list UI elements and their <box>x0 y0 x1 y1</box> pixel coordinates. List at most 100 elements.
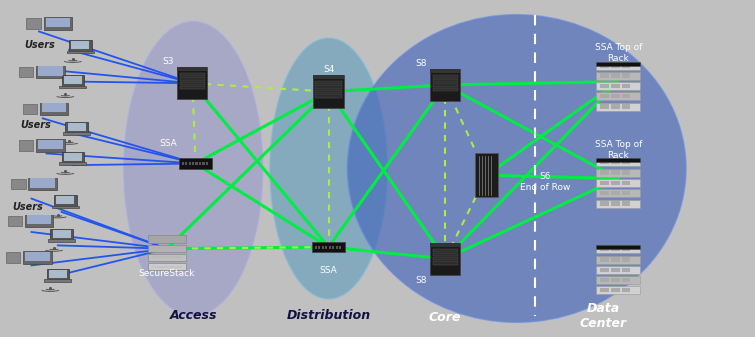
FancyBboxPatch shape <box>66 122 88 132</box>
FancyBboxPatch shape <box>621 201 630 206</box>
Text: SSA Top of
Rack: SSA Top of Rack <box>594 43 642 63</box>
FancyBboxPatch shape <box>611 201 620 206</box>
FancyBboxPatch shape <box>433 83 458 87</box>
FancyBboxPatch shape <box>621 170 630 175</box>
FancyBboxPatch shape <box>316 90 342 93</box>
FancyBboxPatch shape <box>611 63 620 67</box>
FancyBboxPatch shape <box>180 73 205 76</box>
FancyBboxPatch shape <box>44 18 72 30</box>
FancyBboxPatch shape <box>596 103 640 111</box>
FancyBboxPatch shape <box>202 162 205 165</box>
FancyBboxPatch shape <box>596 62 640 66</box>
Text: S3: S3 <box>162 57 174 66</box>
FancyBboxPatch shape <box>600 63 609 67</box>
FancyBboxPatch shape <box>322 246 324 249</box>
FancyBboxPatch shape <box>335 246 338 249</box>
FancyBboxPatch shape <box>621 288 630 293</box>
FancyBboxPatch shape <box>40 103 69 115</box>
Text: SecureStack: SecureStack <box>139 269 195 278</box>
Text: SSA Top of
Rack: SSA Top of Rack <box>594 141 642 160</box>
FancyBboxPatch shape <box>52 206 79 208</box>
FancyBboxPatch shape <box>179 158 212 168</box>
FancyBboxPatch shape <box>312 242 345 252</box>
Text: S4: S4 <box>323 65 334 74</box>
FancyBboxPatch shape <box>611 73 620 78</box>
FancyBboxPatch shape <box>621 247 630 251</box>
FancyBboxPatch shape <box>596 256 640 264</box>
FancyBboxPatch shape <box>600 104 609 109</box>
FancyBboxPatch shape <box>199 162 202 165</box>
FancyBboxPatch shape <box>189 162 191 165</box>
FancyBboxPatch shape <box>54 195 76 206</box>
FancyBboxPatch shape <box>621 104 630 109</box>
FancyBboxPatch shape <box>57 196 74 204</box>
FancyBboxPatch shape <box>430 243 461 275</box>
FancyBboxPatch shape <box>6 252 20 263</box>
FancyBboxPatch shape <box>68 123 85 131</box>
Text: Users: Users <box>24 40 54 50</box>
FancyBboxPatch shape <box>45 279 71 282</box>
FancyBboxPatch shape <box>313 75 344 79</box>
FancyBboxPatch shape <box>177 67 208 99</box>
FancyBboxPatch shape <box>433 75 458 78</box>
FancyBboxPatch shape <box>611 191 620 195</box>
FancyBboxPatch shape <box>596 200 640 208</box>
FancyBboxPatch shape <box>328 246 331 249</box>
FancyBboxPatch shape <box>600 288 609 293</box>
FancyBboxPatch shape <box>596 286 640 295</box>
FancyBboxPatch shape <box>621 278 630 282</box>
FancyBboxPatch shape <box>596 189 640 197</box>
FancyBboxPatch shape <box>600 191 609 195</box>
FancyBboxPatch shape <box>49 270 67 278</box>
FancyBboxPatch shape <box>60 86 86 88</box>
FancyBboxPatch shape <box>148 235 186 243</box>
FancyBboxPatch shape <box>611 181 620 185</box>
FancyBboxPatch shape <box>596 72 640 80</box>
FancyBboxPatch shape <box>596 245 640 253</box>
FancyBboxPatch shape <box>600 247 609 251</box>
FancyBboxPatch shape <box>600 73 609 78</box>
FancyBboxPatch shape <box>23 251 52 264</box>
FancyBboxPatch shape <box>36 140 65 152</box>
FancyBboxPatch shape <box>621 181 630 185</box>
FancyBboxPatch shape <box>611 288 620 293</box>
FancyBboxPatch shape <box>611 84 620 88</box>
FancyBboxPatch shape <box>332 246 334 249</box>
FancyBboxPatch shape <box>19 140 33 151</box>
FancyBboxPatch shape <box>596 276 640 284</box>
FancyBboxPatch shape <box>26 19 41 29</box>
FancyBboxPatch shape <box>611 257 620 262</box>
FancyBboxPatch shape <box>315 246 317 249</box>
Text: SSA: SSA <box>319 266 337 275</box>
FancyBboxPatch shape <box>26 215 51 224</box>
FancyBboxPatch shape <box>433 257 458 260</box>
FancyBboxPatch shape <box>11 179 26 189</box>
FancyBboxPatch shape <box>23 103 37 114</box>
FancyBboxPatch shape <box>19 67 33 77</box>
FancyBboxPatch shape <box>611 278 620 282</box>
FancyBboxPatch shape <box>318 246 320 249</box>
FancyBboxPatch shape <box>60 162 86 165</box>
Ellipse shape <box>270 38 387 299</box>
Ellipse shape <box>124 22 263 315</box>
FancyBboxPatch shape <box>621 94 630 98</box>
FancyBboxPatch shape <box>313 75 344 108</box>
FancyBboxPatch shape <box>433 249 458 252</box>
FancyBboxPatch shape <box>600 268 609 272</box>
FancyBboxPatch shape <box>600 278 609 282</box>
FancyBboxPatch shape <box>64 153 82 161</box>
FancyBboxPatch shape <box>596 92 640 100</box>
FancyBboxPatch shape <box>316 81 342 84</box>
FancyBboxPatch shape <box>63 132 90 135</box>
FancyBboxPatch shape <box>596 158 640 166</box>
FancyBboxPatch shape <box>71 41 89 49</box>
Text: S6
End of Row: S6 End of Row <box>520 172 571 191</box>
FancyBboxPatch shape <box>148 245 186 252</box>
FancyBboxPatch shape <box>180 86 205 89</box>
FancyBboxPatch shape <box>51 229 72 239</box>
FancyBboxPatch shape <box>433 253 458 256</box>
Text: Core: Core <box>429 311 461 324</box>
Text: Data
Center: Data Center <box>580 302 627 330</box>
FancyBboxPatch shape <box>185 162 187 165</box>
FancyBboxPatch shape <box>25 252 50 261</box>
